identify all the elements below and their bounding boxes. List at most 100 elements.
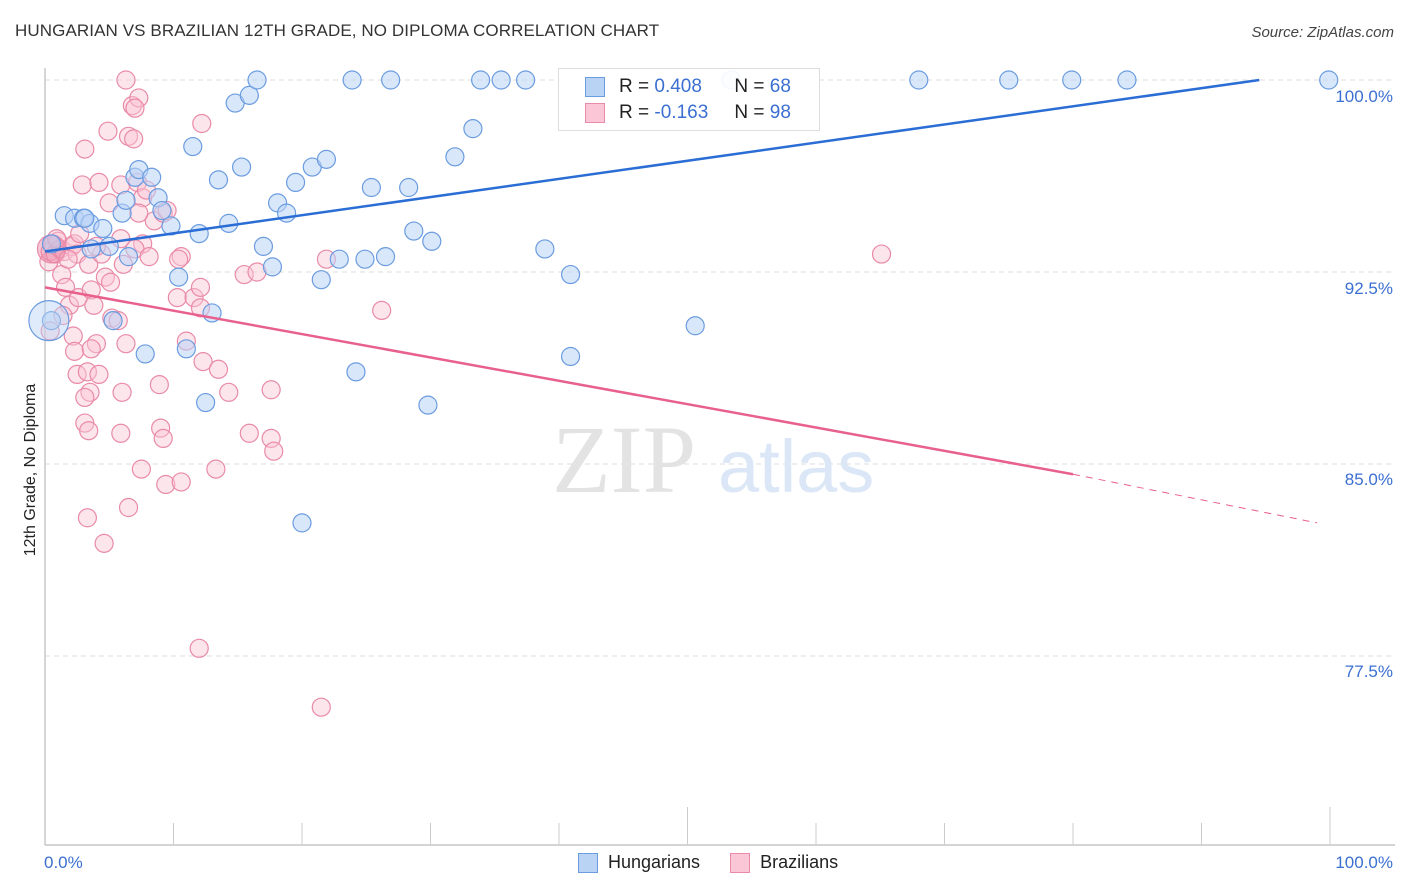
- data-point: [404, 221, 424, 241]
- data-point: [445, 147, 465, 167]
- data-point: [86, 334, 107, 354]
- data-point: [190, 277, 211, 297]
- data-point: [316, 149, 337, 169]
- data-point: [560, 346, 581, 367]
- data-point: [262, 257, 283, 277]
- data-point: [169, 267, 189, 287]
- data-point: [535, 239, 555, 259]
- data-point: [80, 382, 100, 402]
- data-point: [77, 508, 98, 528]
- data-point: [372, 300, 392, 320]
- data-point: [999, 70, 1019, 90]
- legend-item-hungarians[interactable]: Hungarians: [578, 852, 700, 873]
- data-point: [169, 249, 189, 269]
- data-point: [176, 339, 196, 359]
- r-label: R =: [619, 102, 650, 123]
- data-point: [192, 113, 212, 134]
- hungarians-legend-icon: [578, 852, 598, 873]
- data-point: [375, 247, 396, 267]
- data-point: [95, 267, 115, 287]
- axes: [44, 68, 1395, 846]
- data-point: [135, 344, 155, 364]
- data-point: [471, 70, 491, 90]
- data-point: [355, 249, 375, 269]
- y-tick-92-5: 92.5%: [1344, 279, 1393, 298]
- data-point: [189, 638, 209, 658]
- data-point: [81, 339, 101, 359]
- data-point: [156, 474, 176, 495]
- data-point: [196, 392, 216, 413]
- data-point: [329, 249, 349, 269]
- data-point: [515, 70, 536, 90]
- data-point: [63, 326, 83, 346]
- data-point: [292, 513, 312, 533]
- data-point: [206, 459, 226, 479]
- n-label: N =: [734, 76, 765, 97]
- source-label: Source: ZipAtlas.com: [1251, 24, 1394, 41]
- data-point: [84, 295, 104, 315]
- data-point: [171, 472, 191, 492]
- r-label: R =: [619, 76, 650, 97]
- y-tick-85: 85.0%: [1344, 470, 1393, 489]
- series-legend: Hungarians Brazilians: [578, 852, 868, 873]
- data-point: [342, 70, 362, 90]
- data-point: [89, 172, 109, 192]
- hungarians-swatch-icon: [585, 77, 605, 97]
- data-point: [153, 428, 173, 448]
- data-point: [81, 239, 101, 259]
- data-point: [285, 172, 306, 192]
- legend-label-brazilians: Brazilians: [760, 852, 839, 872]
- data-point: [103, 311, 123, 331]
- legend-label-hungarians: Hungarians: [608, 852, 701, 872]
- data-point: [361, 177, 381, 198]
- data-point: [89, 364, 109, 384]
- data-point: [167, 288, 187, 308]
- x-tick-0: 0.0%: [44, 853, 83, 872]
- data-point: [871, 244, 892, 264]
- data-point: [118, 497, 139, 518]
- data-point: [122, 95, 142, 116]
- y-tick-100: 100.0%: [1335, 87, 1393, 106]
- stats-row-brazilians: R = -0.163 N = 98: [585, 101, 791, 125]
- data-point: [116, 334, 136, 354]
- data-point: [208, 359, 229, 379]
- data-point: [75, 208, 95, 228]
- data-point: [41, 311, 62, 331]
- data-point: [264, 441, 284, 461]
- data-point: [1319, 70, 1339, 90]
- data-point: [232, 157, 252, 177]
- watermark: ZIP atlas: [552, 406, 874, 513]
- data-point: [41, 234, 62, 254]
- r-value-hungarians: 0.408: [654, 76, 702, 97]
- data-point: [116, 70, 136, 90]
- brazilians-swatch-icon: [585, 103, 605, 123]
- data-point: [139, 247, 159, 267]
- data-point: [183, 136, 203, 157]
- data-point: [189, 224, 209, 244]
- data-point: [247, 70, 267, 90]
- data-point: [142, 167, 162, 187]
- data-point: [98, 121, 118, 141]
- data-point: [116, 190, 136, 210]
- watermark-zip: ZIP: [552, 406, 696, 513]
- data-point: [100, 272, 121, 292]
- data-point: [111, 423, 131, 443]
- data-point: [131, 459, 151, 479]
- data-point: [118, 126, 139, 146]
- data-point: [219, 213, 239, 233]
- data-point: [208, 170, 229, 190]
- data-point: [1117, 70, 1137, 90]
- legend-item-brazilians[interactable]: Brazilians: [730, 852, 838, 873]
- data-point: [560, 264, 581, 285]
- data-point: [219, 382, 239, 402]
- data-point: [125, 98, 145, 118]
- data-point: [346, 362, 366, 382]
- hungarians-trendline: [44, 78, 1260, 253]
- n-value-hungarians: 68: [769, 76, 791, 97]
- brazilians-trendline-extension: [1072, 473, 1318, 524]
- data-point: [239, 423, 259, 443]
- brazilians-legend-icon: [730, 852, 751, 873]
- hungarians-points: [28, 70, 1339, 533]
- data-point: [149, 375, 169, 395]
